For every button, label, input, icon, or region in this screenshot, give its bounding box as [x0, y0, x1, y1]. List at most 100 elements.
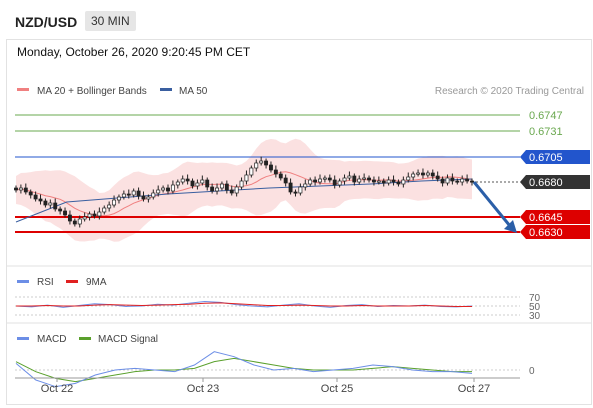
candle-body	[151, 192, 156, 198]
candle-body	[450, 177, 455, 182]
candle	[386, 176, 391, 186]
x-axis: Oct 22 Oct 23 Oct 25 Oct 27	[15, 377, 520, 395]
candle	[38, 194, 43, 205]
candle-body	[195, 182, 200, 187]
candle	[371, 176, 376, 186]
candle-body	[430, 172, 435, 177]
candle	[161, 185, 166, 193]
candle-body	[77, 218, 82, 225]
candle-body	[269, 164, 273, 171]
candle-body	[293, 191, 298, 194]
candle-body	[308, 179, 313, 185]
candle	[200, 175, 205, 186]
candle	[244, 170, 249, 185]
candle	[269, 161, 273, 173]
chart-frame	[6, 39, 592, 405]
candle	[337, 178, 342, 188]
candle-body	[224, 183, 229, 191]
ma50-line	[15, 178, 473, 223]
ma20-legend-label: MA 20 + Bollinger Bands	[37, 86, 147, 97]
candle	[87, 211, 92, 221]
candle-body	[63, 210, 67, 216]
rsi-tick-label: 50	[529, 302, 541, 313]
candle	[411, 171, 416, 181]
last-level-tag	[520, 175, 590, 189]
candle-body	[425, 172, 430, 176]
candle-body	[67, 214, 72, 222]
candle	[455, 178, 460, 185]
candle-body	[440, 178, 445, 184]
forecast-arrow-head	[504, 220, 517, 233]
candle-body	[43, 200, 48, 206]
currency-pair: NZD/USD	[15, 14, 78, 30]
candle	[396, 179, 401, 187]
candle	[352, 173, 357, 186]
candle-body	[249, 167, 254, 176]
x-axis-tick-label: Oct 22	[41, 383, 73, 395]
candle-body	[239, 180, 244, 188]
candle	[131, 188, 136, 198]
ma50-legend-swatch	[160, 88, 172, 91]
last-level-label: 0.6680	[529, 177, 563, 189]
forecast-arrow-shaft	[472, 181, 512, 227]
timeframe-button[interactable]: 30 MIN	[85, 11, 136, 31]
candle	[121, 190, 126, 200]
candle	[460, 175, 465, 186]
candle	[156, 185, 161, 197]
macd-panel: 0	[15, 351, 535, 388]
candle	[14, 185, 18, 193]
candle-body	[112, 199, 117, 206]
candle	[362, 173, 367, 183]
candle-body	[259, 160, 264, 164]
candle-body	[126, 193, 131, 196]
candle	[332, 175, 337, 189]
candle	[215, 183, 219, 195]
support-level-tag	[520, 210, 590, 224]
candle	[259, 156, 264, 166]
candle-body	[332, 179, 337, 186]
candle-body	[347, 175, 352, 179]
candle-body	[362, 177, 367, 180]
candle-body	[141, 195, 146, 200]
candle-body	[273, 169, 278, 175]
candle-body	[288, 182, 293, 193]
candle	[273, 165, 278, 178]
rsi-ma-legend-label: 9MA	[86, 277, 107, 288]
candle	[63, 207, 67, 218]
candle	[406, 172, 411, 183]
candle	[112, 195, 117, 208]
price-level-labels: 0.6747 0.6731 0.6705 0.6680 0.6645 0.6630	[520, 110, 590, 239]
candle-body	[166, 187, 170, 192]
candle-body	[357, 178, 362, 183]
research-credit: Research © 2020 Trading Central	[435, 86, 584, 97]
candle	[342, 174, 347, 185]
candle-body	[97, 211, 102, 217]
candle	[146, 194, 151, 203]
candle	[249, 165, 254, 178]
candle	[97, 207, 102, 220]
rsi-ma-line	[16, 302, 472, 307]
candle-body	[244, 174, 249, 182]
macd-line	[15, 351, 473, 388]
pivot-level-label: 0.6705	[529, 152, 563, 164]
candle	[308, 177, 313, 187]
candle	[416, 169, 421, 177]
candle	[381, 178, 386, 187]
candle	[470, 178, 474, 186]
candle-body	[264, 160, 269, 166]
ma50-legend-label: MA 50	[179, 86, 208, 97]
bollinger-band-fill	[16, 138, 472, 242]
candle	[234, 184, 239, 197]
candle	[288, 178, 293, 195]
support-level-tag	[520, 225, 590, 239]
candle-body	[421, 172, 425, 176]
candle-body	[465, 178, 470, 182]
candle	[210, 183, 215, 194]
candle-body	[53, 202, 58, 210]
candle-body	[87, 213, 92, 218]
candle-body	[219, 183, 224, 189]
candle	[347, 171, 352, 181]
candle	[367, 175, 371, 183]
